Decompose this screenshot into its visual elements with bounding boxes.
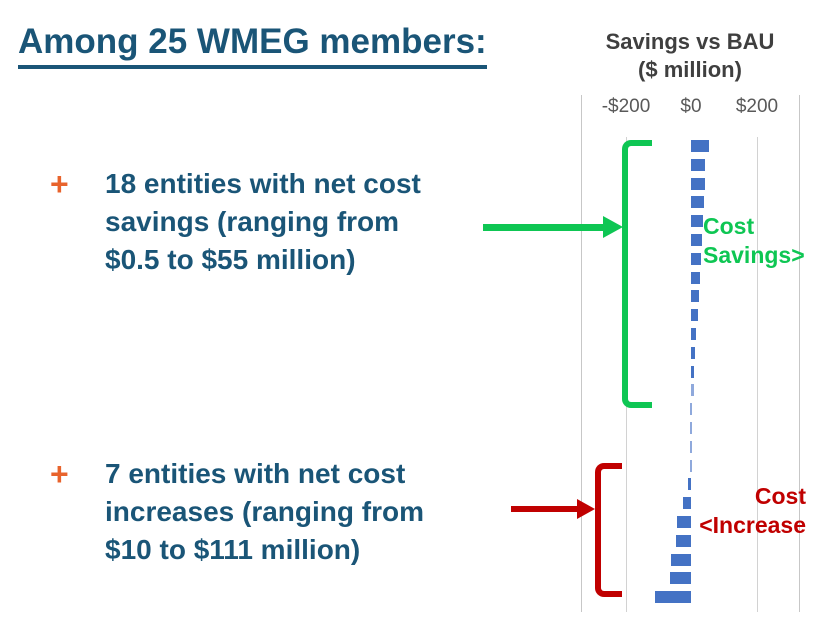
bar (677, 516, 691, 528)
bullet-savings: + 18 entities with net cost savings (ran… (50, 165, 505, 279)
bar (691, 158, 706, 171)
bullet-savings-text: 18 entities with net cost savings (rangi… (105, 168, 421, 275)
increase-label-line2: <Increase (699, 512, 806, 538)
bar (691, 365, 695, 378)
savings-arrow-line (483, 224, 605, 231)
x-tick-pos200: $200 (735, 96, 779, 117)
bar (689, 440, 693, 453)
bar (687, 478, 691, 491)
plot-border-left (581, 95, 582, 612)
bar (691, 177, 705, 190)
bar (689, 422, 693, 434)
bar (682, 497, 691, 510)
bullet-increases: + 7 entities with net cost increases (ra… (50, 455, 505, 569)
increase-bracket (595, 463, 622, 597)
savings-label-line1: Cost (703, 213, 755, 239)
bar (691, 290, 699, 303)
slide-title: Among 25 WMEG members: (18, 22, 487, 70)
increase-label-line1: Cost (754, 483, 806, 509)
bar (691, 234, 702, 246)
plot-border-right (799, 95, 800, 612)
savings-arrow-icon (603, 216, 623, 238)
x-tick-zero: $0 (680, 96, 702, 117)
bar (691, 252, 701, 265)
x-tick-neg200: -$200 (601, 96, 651, 117)
chart-title-line2: ($ million) (638, 57, 742, 82)
savings-label-line2: Savings> (703, 242, 805, 268)
bar (689, 403, 693, 416)
bar (669, 572, 691, 585)
bar (691, 140, 709, 152)
savings-bracket (622, 140, 652, 408)
chart-title: Savings vs BAU ($ million) (565, 28, 815, 84)
bullet-increases-text: 7 entities with net cost increases (rang… (105, 458, 424, 565)
bar (676, 534, 691, 547)
bar (670, 553, 691, 566)
bar (691, 215, 704, 228)
bar (654, 591, 691, 604)
increase-label: Cost <Increase (686, 482, 806, 540)
bar (691, 271, 700, 284)
increase-arrow-line (511, 506, 579, 512)
plus-bullet-icon: + (50, 456, 69, 492)
bar (689, 459, 693, 472)
bar (691, 328, 696, 340)
plus-bullet-icon: + (50, 166, 69, 202)
gridline-pos200 (757, 137, 758, 612)
bar (691, 309, 698, 322)
chart-title-line1: Savings vs BAU (605, 29, 775, 54)
bar (691, 196, 704, 209)
increase-arrow-icon (577, 499, 595, 519)
bar (691, 384, 694, 397)
savings-label: Cost Savings> (703, 212, 805, 270)
bar (691, 346, 695, 359)
